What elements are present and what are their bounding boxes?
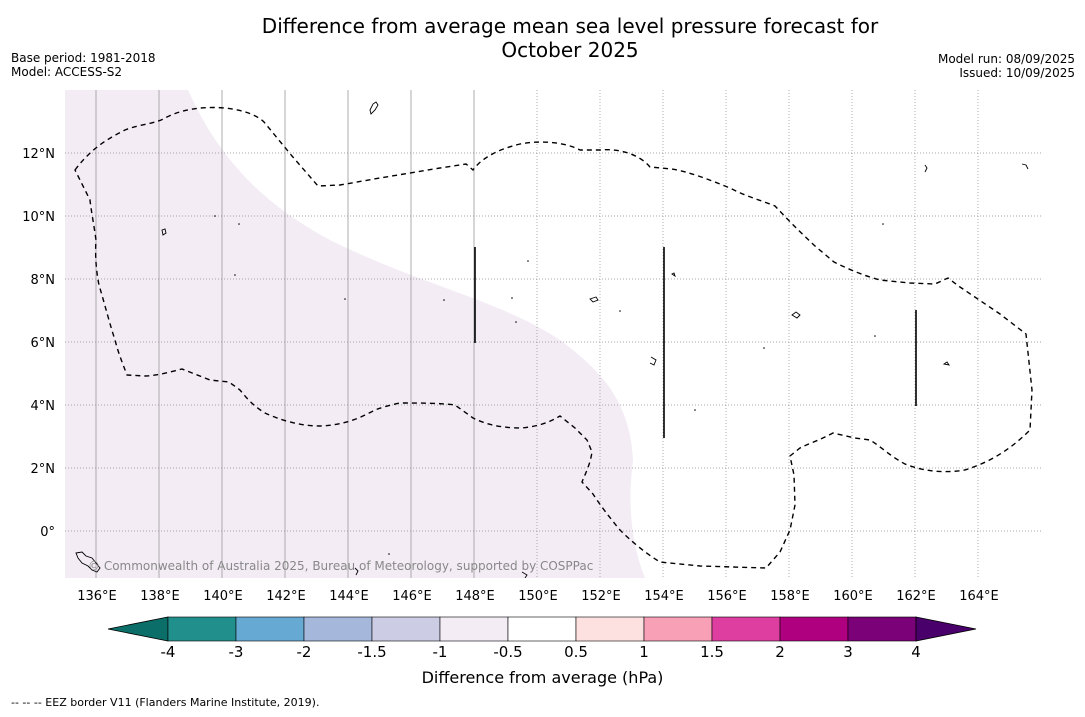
colorbar-segment — [643, 616, 713, 642]
lon-label: 156°E — [707, 589, 747, 604]
lat-label: 4°N — [31, 399, 56, 414]
colorbar-tick-label: -1 — [433, 643, 448, 661]
colorbar-segment — [779, 616, 849, 642]
anomaly-shading-region — [65, 90, 645, 578]
issued-date: Issued: 10/09/2025 — [959, 66, 1075, 80]
colorbar-tick-label: 3 — [843, 643, 853, 661]
colorbar-ticks: -4 -3 -2 -1.5 -1 -0.5 0.5 1 1.5 2 3 4 — [161, 643, 921, 661]
atoll-dots — [214, 215, 884, 555]
colorbar-segment — [507, 616, 577, 642]
colorbar-segment — [439, 616, 509, 642]
lon-label: 142°E — [266, 589, 306, 604]
colorbar-title: Difference from average (hPa) — [421, 668, 664, 687]
colorbar-segment — [711, 616, 781, 642]
lon-label: 160°E — [833, 589, 873, 604]
lat-label: 12°N — [22, 147, 55, 162]
colorbar-segment — [371, 616, 441, 642]
lon-label: 162°E — [896, 589, 936, 604]
meta-left: Base period: 1981-2018 Model: ACCESS-S2 — [11, 51, 156, 79]
colorbar-tick-label: 0.5 — [564, 643, 588, 661]
lon-label: 144°E — [329, 589, 369, 604]
copyright-watermark: © Commonwealth of Australia 2025, Bureau… — [88, 559, 593, 573]
colorbar-segment — [235, 616, 305, 642]
meta-right: Model run: 08/09/2025 Issued: 10/09/2025 — [938, 52, 1075, 80]
map-title: Difference from average mean sea level p… — [261, 14, 879, 62]
lon-label: 146°E — [392, 589, 432, 604]
colorbar-segment — [303, 616, 373, 642]
lat-label: 10°N — [22, 210, 55, 225]
model-run: Model run: 08/09/2025 — [937, 52, 1075, 66]
lon-label: 150°E — [518, 589, 558, 604]
colorbar-left-arrow — [107, 616, 169, 642]
base-period: Base period: 1981-2018 — [11, 51, 156, 65]
boundary-segments — [474, 247, 917, 438]
islands — [75, 101, 1029, 578]
colorbar-tick-label: 2 — [775, 643, 785, 661]
colorbar-segment — [847, 616, 917, 642]
colorbar-tick-label: -0.5 — [493, 643, 522, 661]
colorbar-segment — [575, 616, 645, 642]
colorbar-tick-label: -4 — [161, 643, 176, 661]
colorbar-tick-label: -2 — [297, 643, 312, 661]
lat-gridlines — [65, 152, 1042, 532]
eez-border — [74, 106, 1033, 569]
lat-label: 8°N — [31, 273, 56, 288]
lat-label: 0° — [40, 525, 55, 540]
lat-label: 6°N — [31, 336, 56, 351]
colorbar-tick-label: 1.5 — [700, 643, 724, 661]
lon-label: 138°E — [140, 589, 180, 604]
lon-label: 140°E — [203, 589, 243, 604]
lon-label: 164°E — [959, 589, 999, 604]
colorbar-tick-label: -3 — [229, 643, 244, 661]
colorbar-tick-label: 1 — [639, 643, 649, 661]
colorbar-right-arrow — [915, 616, 977, 642]
colorbar — [107, 616, 977, 642]
lon-label: 154°E — [644, 589, 684, 604]
lat-labels: 12°N 10°N 8°N 6°N 4°N 2°N 0° — [22, 147, 55, 540]
eez-footnote: -- -- -- EEZ border V11 (Flanders Marine… — [11, 696, 320, 709]
lon-gridlines — [95, 90, 979, 578]
colorbar-segment — [167, 616, 237, 642]
lon-label: 148°E — [455, 589, 495, 604]
model-name: Model: ACCESS-S2 — [11, 65, 123, 79]
lon-label: 152°E — [581, 589, 621, 604]
lon-labels: 136°E 138°E 140°E 142°E 144°E 146°E 148°… — [77, 589, 999, 604]
lon-label: 158°E — [770, 589, 810, 604]
lon-label: 136°E — [77, 589, 117, 604]
colorbar-tick-label: -1.5 — [357, 643, 386, 661]
lat-label: 2°N — [31, 462, 56, 477]
colorbar-tick-label: 4 — [911, 643, 921, 661]
